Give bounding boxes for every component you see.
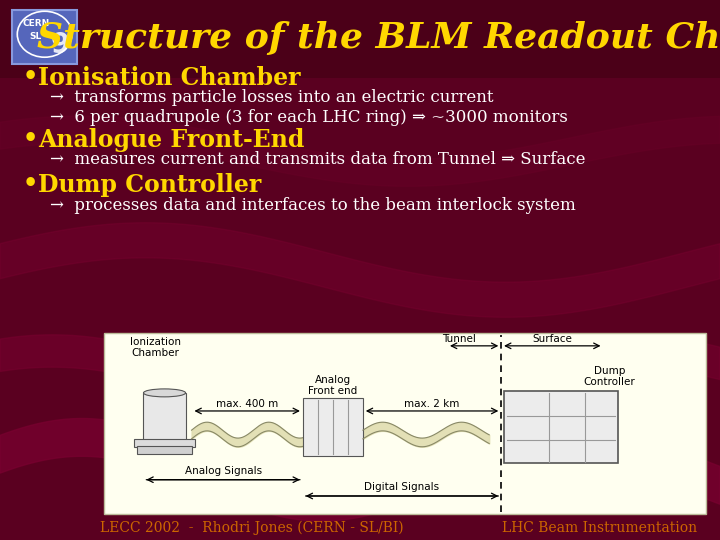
Text: •: •: [22, 126, 40, 154]
Bar: [143, 393, 186, 440]
Bar: [0, 0, 720, 78]
Bar: [303, 399, 363, 456]
Text: •: •: [22, 64, 40, 92]
Text: Front end: Front end: [308, 386, 358, 396]
Text: •: •: [22, 171, 40, 199]
Ellipse shape: [143, 389, 186, 397]
Text: Dump: Dump: [594, 366, 625, 376]
Text: Surface: Surface: [532, 334, 572, 343]
Text: LECC 2002  -  Rhodri Jones (CERN - SL/BI): LECC 2002 - Rhodri Jones (CERN - SL/BI): [100, 521, 404, 535]
Bar: [135, 439, 194, 447]
Ellipse shape: [143, 436, 186, 444]
Text: 9: 9: [51, 31, 70, 58]
Text: Analog: Analog: [315, 375, 351, 385]
Text: Ionization: Ionization: [130, 337, 181, 347]
Bar: [138, 447, 192, 454]
Text: max. 2 km: max. 2 km: [405, 399, 460, 409]
Text: Tunnel: Tunnel: [442, 334, 476, 343]
Bar: [504, 391, 618, 463]
Text: Ionisation Chamber: Ionisation Chamber: [38, 66, 300, 90]
Text: LHC Beam Instrumentation: LHC Beam Instrumentation: [503, 521, 698, 535]
Text: →  transforms particle losses into an electric current: → transforms particle losses into an ele…: [50, 90, 493, 106]
Text: →  measures current and transmits data from Tunnel ⇒ Surface: → measures current and transmits data fr…: [50, 152, 585, 168]
Text: Digital Signals: Digital Signals: [364, 482, 439, 492]
Text: CERN: CERN: [22, 19, 50, 29]
Text: Structure of the BLM Readout Chain: Structure of the BLM Readout Chain: [37, 21, 720, 55]
Text: Analogue Front-End: Analogue Front-End: [38, 128, 305, 152]
Bar: [104, 333, 706, 514]
Text: →  6 per quadrupole (3 for each LHC ring) ⇒ ~3000 monitors: → 6 per quadrupole (3 for each LHC ring)…: [50, 109, 568, 125]
Text: Controller: Controller: [583, 377, 635, 387]
Text: Analog Signals: Analog Signals: [185, 465, 262, 476]
Text: SL: SL: [30, 31, 42, 40]
Text: Dump Controller: Dump Controller: [38, 173, 261, 197]
Text: Chamber: Chamber: [132, 348, 179, 358]
Text: max. 400 m: max. 400 m: [217, 399, 279, 409]
Text: →  processes data and interfaces to the beam interlock system: → processes data and interfaces to the b…: [50, 197, 576, 213]
